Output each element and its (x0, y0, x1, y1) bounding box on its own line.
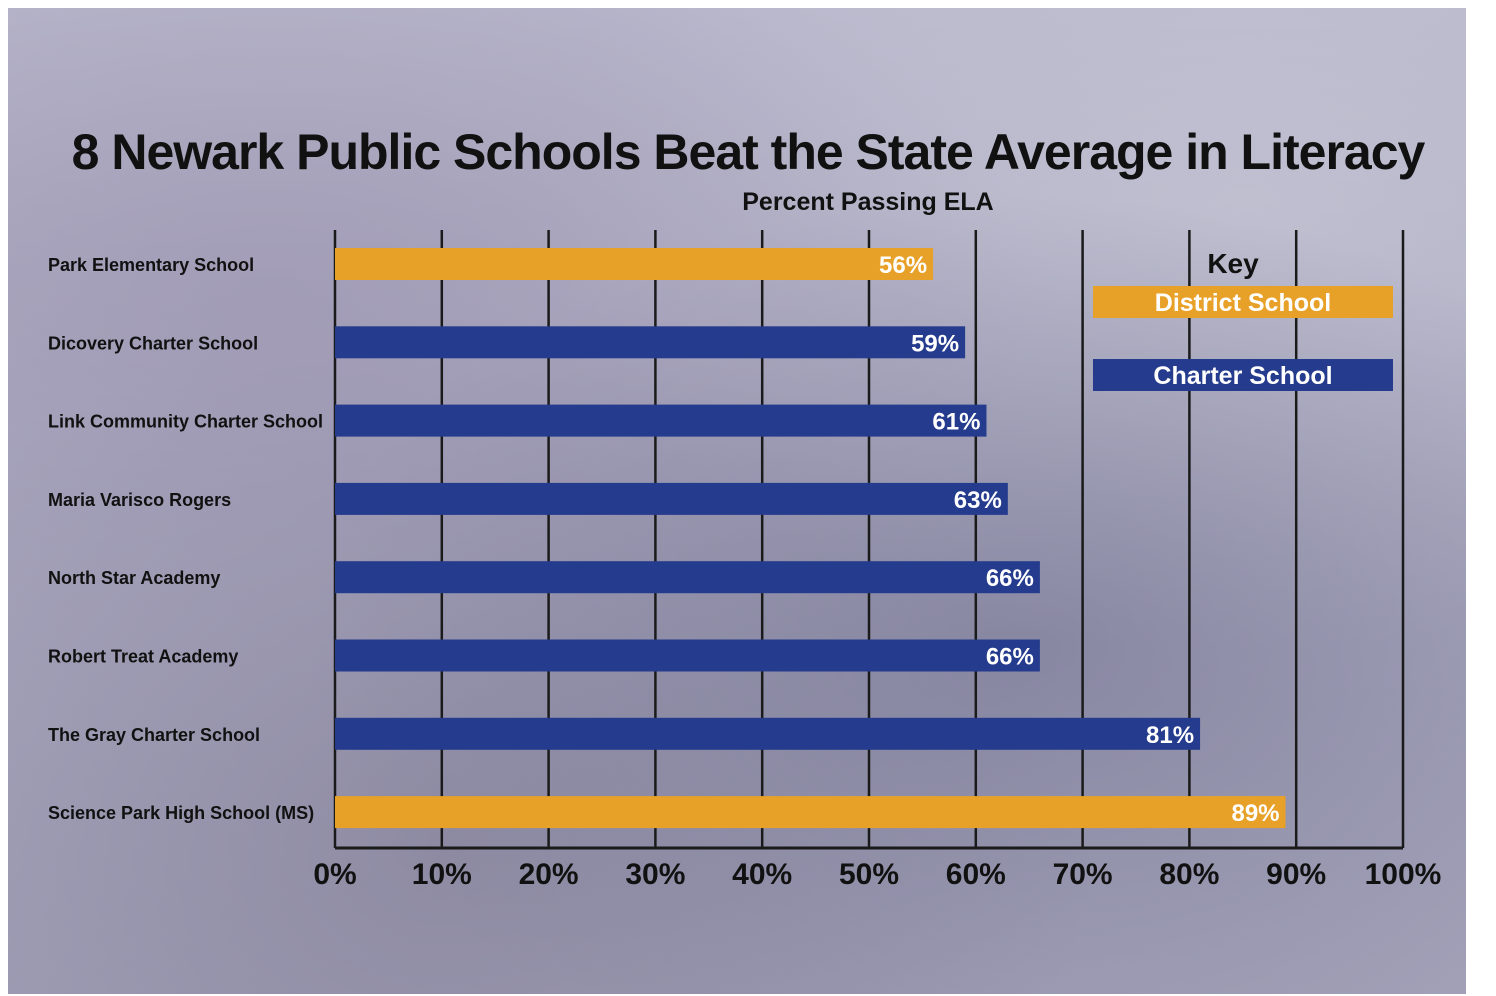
bar (335, 248, 934, 280)
chart: 8 Newark Public Schools Beat the State A… (48, 124, 1441, 891)
x-tick-label: 90% (1266, 858, 1326, 891)
category-label: North Star Academy (48, 568, 220, 588)
bar (335, 561, 1040, 594)
x-tick-label: 40% (732, 858, 792, 891)
legend-title: Key (1207, 248, 1259, 279)
legend-swatch (1093, 286, 1393, 318)
x-tick-label: 100% (1365, 858, 1442, 891)
bar (335, 482, 1008, 515)
bar (335, 404, 987, 437)
bar (335, 639, 1040, 672)
x-tick-label: 30% (625, 858, 685, 891)
x-tick-label: 70% (1053, 858, 1113, 891)
chart-subtitle: Percent Passing ELA (742, 188, 993, 216)
bar-data-label: 56% (879, 252, 927, 279)
x-tick-label: 50% (839, 858, 899, 891)
bar-data-label: 61% (932, 409, 980, 436)
category-labels: Park Elementary School Dicovery Charter S… (48, 255, 323, 823)
category-label: Dicovery Charter School (48, 333, 258, 353)
legend: Key District School Charter School (1093, 248, 1393, 391)
bar-data-label: 81% (1146, 722, 1194, 749)
legend-swatch (1093, 359, 1393, 391)
category-label: Robert Treat Academy (48, 647, 238, 667)
bar-data-label: 63% (954, 487, 1002, 514)
x-tick-label: 60% (946, 858, 1006, 891)
bar-data-label: 66% (986, 644, 1034, 671)
category-label: The Gray Charter School (48, 725, 260, 745)
category-label: Maria Varisco Rogers (48, 490, 231, 510)
bar (335, 717, 1201, 750)
x-tick-label: 0% (313, 858, 356, 891)
chart-frame: 8 Newark Public Schools Beat the State A… (8, 8, 1466, 994)
legend-entry-label: Charter School (1153, 362, 1332, 390)
bars: 56% 59% 61% 63% 66% 66% 81% 89% (335, 248, 1286, 829)
bar (335, 326, 966, 359)
bar-data-label: 66% (986, 565, 1034, 592)
chart-title: 8 Newark Public Schools Beat the State A… (72, 124, 1426, 180)
x-axis-ticks: 0% 10% 20% 30% 40% 50% 60% 70% 80% 90% 100% (313, 858, 1441, 891)
bar-data-label: 89% (1231, 800, 1279, 827)
legend-entry-label: District School (1155, 289, 1331, 317)
category-label: Science Park High School (MS) (48, 803, 314, 823)
category-label: Link Community Charter School (48, 412, 323, 432)
grid-lines (333, 230, 1405, 850)
bar-data-label: 59% (911, 330, 959, 357)
bar (335, 796, 1286, 829)
category-label: Park Elementary School (48, 255, 254, 275)
x-tick-label: 10% (412, 858, 472, 891)
x-tick-label: 20% (519, 858, 579, 891)
x-tick-label: 80% (1159, 858, 1219, 891)
